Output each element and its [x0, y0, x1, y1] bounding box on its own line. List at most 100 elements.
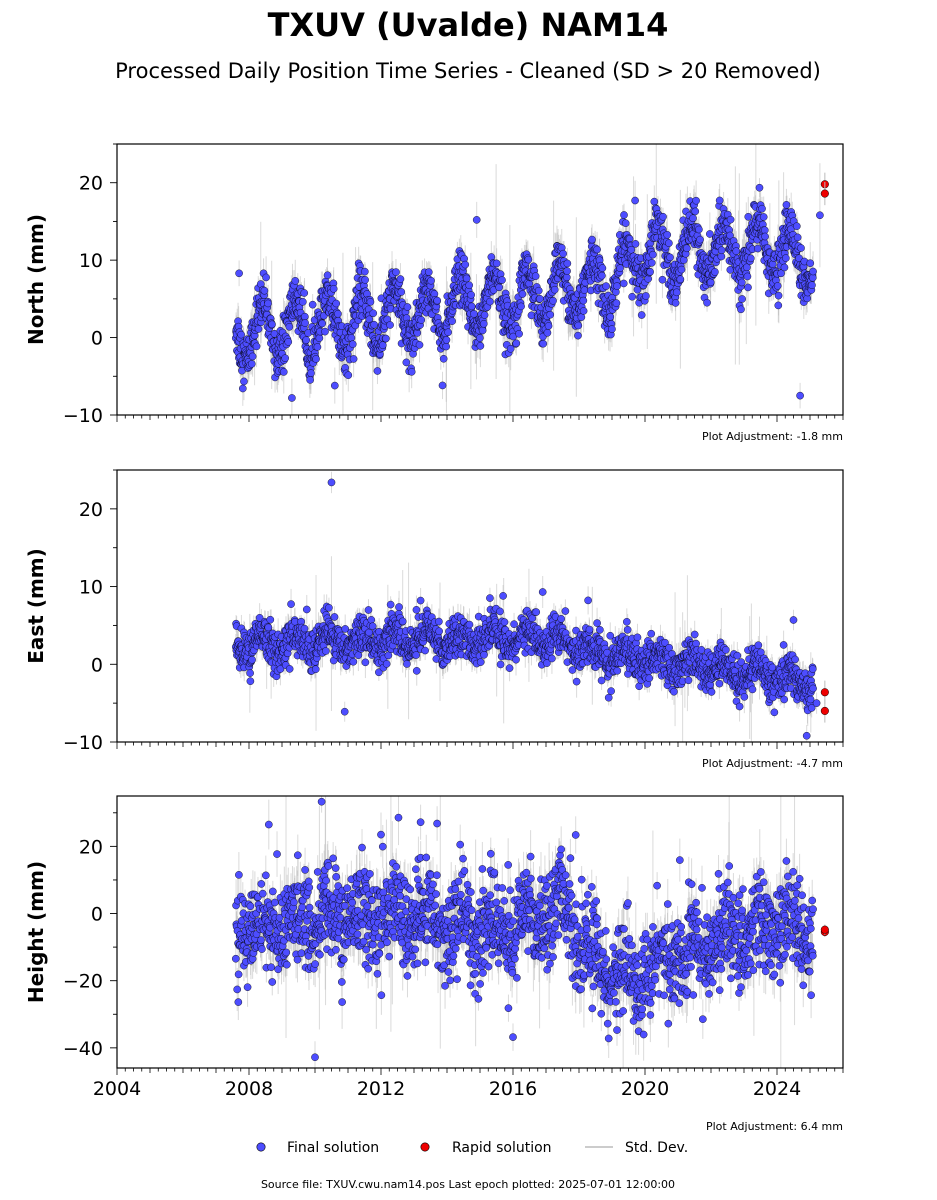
final-point [291, 277, 300, 285]
final-point [759, 213, 768, 221]
final-point [738, 278, 746, 287]
final-point [531, 272, 540, 280]
final-point [666, 253, 674, 262]
final-point [549, 297, 557, 305]
final-point [366, 298, 375, 306]
final-point [369, 309, 378, 318]
final-point [546, 310, 555, 319]
final-point [262, 273, 270, 282]
final-point [318, 319, 326, 328]
final-point [480, 311, 489, 319]
y-tick-label: 20 [79, 173, 103, 195]
final-point [313, 343, 322, 351]
final-point [625, 235, 634, 243]
final-point [240, 377, 248, 386]
final-point [467, 291, 475, 299]
final-point [237, 330, 245, 339]
final-point [402, 358, 411, 367]
final-point [706, 278, 715, 287]
final-point [239, 384, 247, 393]
final-point [665, 239, 673, 247]
final-point [467, 302, 476, 311]
final-point [479, 320, 488, 328]
final-point [563, 267, 571, 275]
final-point [407, 368, 416, 376]
final-point [726, 215, 735, 224]
final-point [512, 339, 521, 348]
final-point [254, 325, 263, 333]
final-point [330, 381, 339, 390]
final-point [613, 282, 621, 290]
final-point [808, 281, 816, 289]
final-point [608, 325, 616, 333]
final-point [574, 321, 583, 330]
final-point [247, 360, 256, 368]
final-point [378, 341, 387, 349]
final-point [462, 274, 471, 283]
final-point [796, 391, 804, 400]
final-point [361, 267, 369, 276]
final-point [544, 322, 553, 330]
final-point [308, 300, 317, 309]
final-point [525, 279, 534, 288]
final-points-north [231, 183, 824, 402]
final-point [579, 296, 588, 305]
final-point [563, 259, 572, 268]
final-point [439, 354, 448, 363]
final-point [448, 317, 456, 325]
final-point [444, 328, 452, 337]
final-point [797, 244, 805, 252]
final-point [279, 368, 288, 376]
final-point [284, 338, 293, 346]
final-point [403, 303, 412, 311]
final-point [793, 233, 802, 242]
final-point [517, 302, 525, 311]
final-point [642, 292, 650, 300]
final-point [646, 268, 654, 276]
final-point [478, 326, 487, 335]
final-point [773, 282, 782, 290]
final-point [631, 240, 640, 248]
final-point [588, 235, 596, 244]
final-point [703, 298, 711, 307]
final-point [715, 196, 724, 205]
final-point [476, 334, 484, 342]
final-point [658, 275, 667, 284]
final-point [302, 336, 311, 344]
final-point [691, 207, 700, 216]
final-point [782, 254, 790, 262]
final-point [260, 286, 269, 295]
final-point [373, 367, 382, 375]
final-point [744, 213, 753, 221]
final-point [659, 212, 667, 221]
final-point [677, 265, 686, 274]
final-point [307, 369, 315, 377]
final-point [332, 299, 341, 308]
final-point [301, 312, 309, 321]
final-point [518, 290, 527, 298]
final-point [647, 259, 656, 267]
panels: −10 0 10 20 North (mm) Plot Adjustment: -1.8 … [24, 143, 844, 1133]
final-point [692, 196, 700, 205]
final-point [732, 247, 741, 255]
final-point [758, 204, 766, 213]
final-point [396, 275, 405, 283]
final-point [689, 214, 697, 223]
final-point [768, 260, 777, 268]
final-point [606, 313, 615, 321]
rapid-point [820, 189, 829, 198]
final-point [299, 298, 307, 306]
final-point [619, 279, 628, 288]
chart-title: TXUV (Uvalde) NAM14 [268, 6, 669, 44]
final-point [344, 371, 353, 379]
chart-subtitle: Processed Daily Position Time Series - C… [115, 59, 821, 83]
y-tick-label: −10 [63, 405, 103, 427]
final-point [737, 305, 745, 314]
final-point [717, 246, 726, 255]
final-point [793, 222, 801, 231]
final-point [300, 289, 309, 297]
final-point [579, 307, 588, 315]
final-point [711, 268, 719, 276]
y-axis-label: North (mm) [24, 214, 48, 345]
